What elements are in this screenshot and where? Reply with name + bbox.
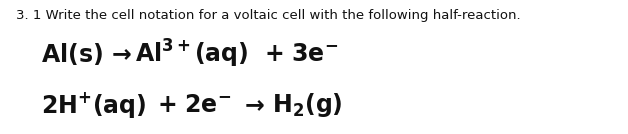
Text: 3. 1 Write the cell notation for a voltaic cell with the following half-reaction: 3. 1 Write the cell notation for a volta…	[16, 9, 521, 22]
Text: $\bf{Al}^{\bf{3+}}\bf{(aq)}$: $\bf{Al}^{\bf{3+}}\bf{(aq)}$	[135, 38, 249, 70]
Text: $\bf{\rightarrow}$: $\bf{\rightarrow}$	[240, 92, 265, 117]
Text: $\bf{\rightarrow}$: $\bf{\rightarrow}$	[107, 42, 132, 66]
Text: $\bf{+\ 3e}^{\bf{-}}$: $\bf{+\ 3e}^{\bf{-}}$	[264, 42, 338, 66]
Text: $\bf{+\ 2e}^{\bf{-}}$: $\bf{+\ 2e}^{\bf{-}}$	[157, 92, 231, 117]
Text: $\bf{H_2(g)}$: $\bf{H_2(g)}$	[272, 91, 343, 118]
Text: $\bf{2H}^{\bf{+}}\bf{(aq)}$: $\bf{2H}^{\bf{+}}\bf{(aq)}$	[41, 90, 146, 120]
Text: $\bf{Al(s)}$: $\bf{Al(s)}$	[41, 41, 103, 67]
